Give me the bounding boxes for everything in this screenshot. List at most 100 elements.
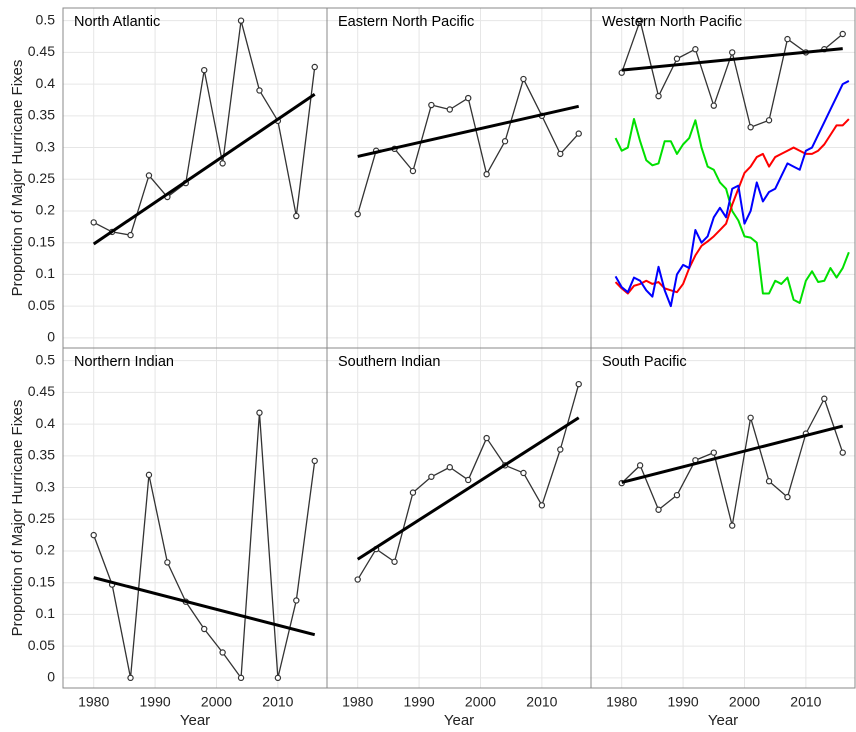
data-point	[747, 414, 754, 421]
x-tick-label: 2010	[790, 694, 821, 710]
x-tick-label: 2010	[526, 694, 557, 710]
data-point	[237, 674, 245, 682]
data-point	[557, 446, 564, 453]
series-line	[621, 20, 844, 128]
x-tick-label: 2010	[262, 694, 293, 710]
panel-frame	[326, 347, 592, 689]
data-point	[90, 531, 97, 539]
panel-frame	[62, 7, 328, 349]
data-point	[575, 380, 582, 388]
data-point	[729, 49, 736, 56]
data-point	[311, 457, 318, 465]
panel-title: Northern Indian	[74, 354, 174, 370]
x-tick-label: 1980	[606, 694, 637, 710]
series-line	[621, 398, 844, 527]
data-point	[839, 30, 846, 38]
data-point	[538, 502, 546, 509]
data-point	[784, 493, 791, 501]
x-tick-label: 1980	[78, 694, 109, 710]
x-tick-label: 2000	[729, 694, 760, 710]
data-point	[354, 210, 361, 218]
panel-title: Eastern North Pacific	[338, 14, 474, 30]
data-point	[237, 17, 245, 24]
data-point	[710, 102, 717, 109]
data-point	[655, 506, 662, 513]
data-point	[692, 46, 699, 53]
y-tick-label: 0.1	[36, 265, 56, 281]
data-point	[145, 471, 153, 479]
data-point	[520, 469, 527, 477]
data-point	[201, 66, 208, 74]
y-tick-label: 0.1	[36, 605, 56, 621]
y-tick-label: 0.2	[36, 202, 56, 218]
data-point	[446, 106, 453, 113]
data-point	[765, 117, 773, 124]
y-tick-label: 0.45	[28, 383, 55, 399]
x-axis-label: Year	[444, 712, 474, 729]
y-tick-label: 0.05	[28, 637, 55, 653]
data-point	[483, 170, 490, 178]
data-point	[784, 35, 791, 43]
series-line	[356, 416, 580, 561]
y-tick-label: 0.3	[36, 138, 56, 154]
data-point	[90, 219, 97, 226]
panel-title: South Pacific	[602, 354, 687, 370]
data-point	[465, 476, 472, 484]
x-tick-label: 1990	[140, 694, 171, 710]
y-tick-label: 0.35	[28, 447, 55, 463]
data-point	[839, 449, 846, 456]
panel-title: Southern Indian	[338, 354, 440, 370]
data-point	[575, 130, 582, 137]
data-point	[483, 434, 490, 442]
data-point	[636, 17, 644, 24]
series-line	[621, 424, 844, 484]
y-tick-label: 0.4	[36, 75, 56, 91]
data-point	[274, 674, 282, 682]
y-tick-label: 0.35	[28, 107, 55, 123]
data-point	[557, 150, 564, 158]
data-point	[710, 449, 717, 456]
data-point	[655, 92, 662, 100]
data-point	[673, 55, 681, 62]
panel-frame	[326, 7, 592, 349]
data-point	[311, 63, 318, 71]
data-point	[219, 649, 226, 656]
series-line	[614, 118, 850, 304]
data-point	[293, 212, 300, 220]
x-tick-label: 1980	[342, 694, 373, 710]
series-line	[621, 47, 843, 72]
data-point	[428, 473, 435, 480]
data-point	[821, 395, 828, 402]
y-tick-label: 0.15	[28, 233, 55, 249]
data-point	[446, 464, 453, 471]
data-point	[409, 167, 417, 175]
y-tick-label: 0.5	[36, 11, 56, 27]
panel-title: North Atlantic	[74, 14, 160, 30]
data-point	[501, 138, 509, 145]
y-tick-label: 0	[47, 329, 55, 345]
data-point	[765, 478, 773, 485]
series-line	[357, 104, 580, 158]
data-point	[409, 489, 417, 496]
data-point	[219, 160, 226, 167]
data-point	[164, 559, 171, 566]
y-tick-label: 0	[47, 669, 55, 685]
data-point	[673, 491, 681, 499]
x-axis-label: Year	[708, 712, 738, 729]
data-point	[293, 597, 300, 604]
y-tick-label: 0.25	[28, 170, 55, 186]
x-tick-label: 1990	[668, 694, 699, 710]
data-point	[256, 409, 263, 416]
series-line	[93, 576, 316, 637]
data-point	[256, 87, 263, 94]
panel-frame	[590, 347, 856, 689]
y-tick-label: 0.2	[36, 542, 56, 558]
data-point	[465, 94, 472, 102]
data-point	[127, 231, 134, 239]
data-point	[145, 172, 153, 179]
y-axis-label: Proportion of Major Hurricane Fixes	[9, 400, 26, 637]
y-tick-label: 0.4	[36, 415, 56, 431]
data-point	[428, 101, 435, 109]
series-line	[614, 80, 850, 308]
